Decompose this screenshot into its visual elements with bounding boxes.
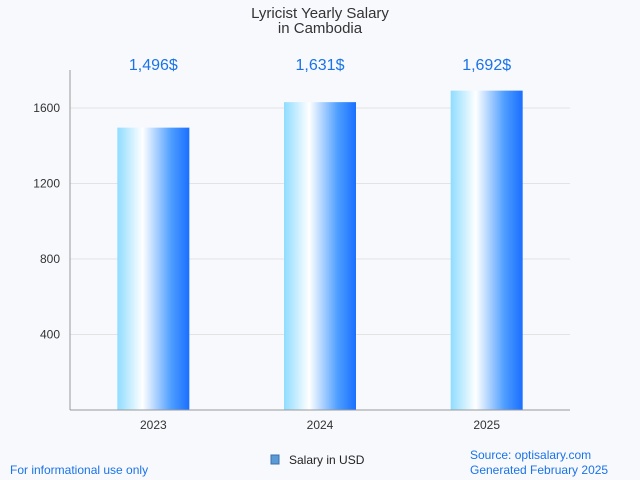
x-tick-label-2023: 2023	[140, 418, 167, 432]
disclaimer-text: For informational use only	[10, 463, 148, 477]
y-axis-ticks: 400 800 1200 1600	[33, 101, 60, 342]
x-tick-label-2024: 2024	[307, 418, 334, 432]
bars	[117, 90, 523, 411]
legend-swatch	[270, 454, 280, 465]
legend: Salary in USD	[270, 453, 365, 467]
generated-text: Generated February 2025	[470, 463, 608, 477]
bar-2025	[450, 90, 523, 410]
data-label-2023: 1,496$	[129, 57, 178, 74]
y-tick-label: 1200	[33, 177, 60, 191]
chart-title-line-1: Lyricist Yearly Salary	[251, 5, 389, 22]
x-axis-ticks: 2023 2024 2025	[140, 418, 500, 432]
data-label-2025: 1,692$	[462, 57, 511, 74]
y-tick-label: 400	[40, 328, 60, 342]
legend-label: Salary in USD	[289, 453, 365, 467]
y-tick-label: 800	[40, 252, 60, 266]
bar-2023	[117, 127, 190, 410]
y-tick-label: 1600	[33, 101, 60, 115]
x-tick-label-2025: 2025	[473, 418, 500, 432]
bar-2024	[284, 102, 356, 411]
data-labels: 1,496$ 1,631$ 1,692$	[129, 57, 511, 74]
data-label-2024: 1,631$	[296, 57, 345, 74]
chart-title-line-2: in Cambodia	[278, 20, 363, 37]
source-text: Source: optisalary.com	[470, 448, 591, 462]
